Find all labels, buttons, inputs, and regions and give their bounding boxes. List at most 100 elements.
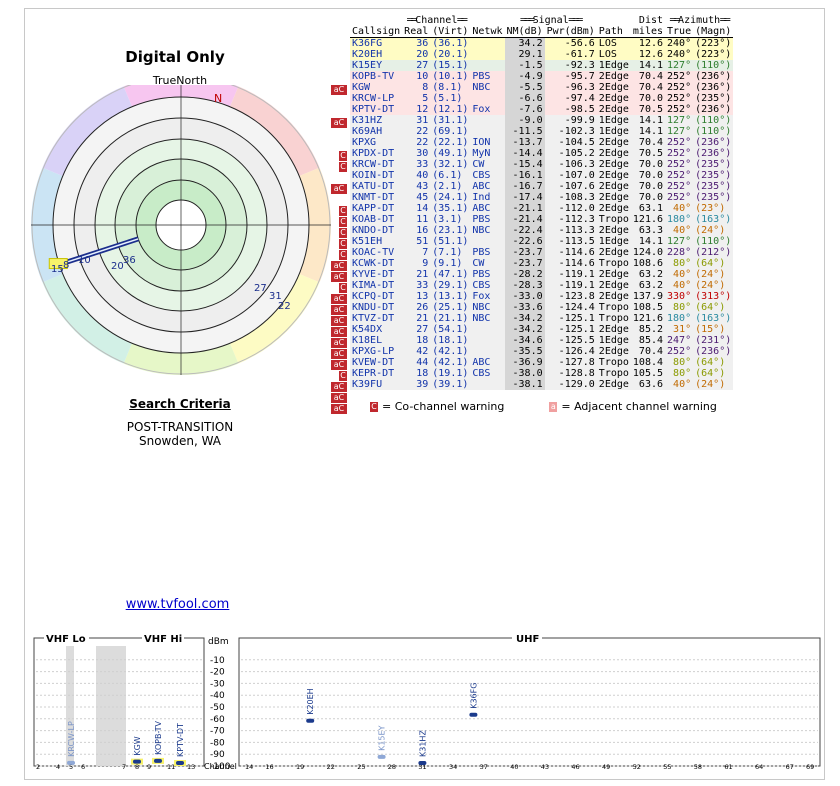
cell-az-magn: (110°) — [695, 115, 732, 126]
station-row[interactable]: K18EL 18 (18.1) -34.6 -125.5 1Edge 85.4 247° (23… — [350, 335, 734, 346]
station-row[interactable]: K36FG 36 (36.1) 34.2 -56.6 LOS 12.6 240° (223°) — [350, 37, 734, 49]
station-row[interactable]: K54DX 27 (54.1) -34.2 -125.1 2Edge 85.2 31° (15°… — [350, 324, 734, 335]
cell-az-magn: (15°) — [695, 324, 726, 335]
station-row[interactable]: K39FU 39 (39.1) -38.1 -129.0 2Edge 63.6 40° (24°… — [350, 379, 734, 390]
warning-legend: C = Co-channel warning a = Adjacent channe… — [370, 400, 717, 413]
cell-path: 1Edge — [598, 60, 629, 71]
station-row[interactable]: KCWK-DT 9 (9.1) CW -23.7 -114.6 Tropo 108.6 80°(… — [350, 258, 734, 269]
cell-nm: -33.0 — [504, 291, 545, 302]
tvfool-link[interactable]: www.tvfool.com — [125, 597, 230, 612]
station-row[interactable]: K15EY 27 (15.1) -1.5 -92.3 1Edge 14.1 127° (110°… — [350, 60, 734, 71]
cell-az-true: 252° — [667, 137, 692, 148]
station-row[interactable]: KGW 8 (8.1) NBC -5.5 -96.3 2Edge 70.4 252° (236°) — [350, 82, 734, 93]
station-row[interactable]: KAPP-DT 14 (35.1) ABC -21.1 -112.0 2Edge 63.1 40… — [350, 203, 734, 214]
col-virt: (Virt) — [432, 26, 469, 37]
station-row[interactable]: KPTV-DT 12 (12.1) Fox -7.6 -98.5 2Edge 70.5 252°… — [350, 104, 734, 115]
uhf-title-bg — [512, 633, 542, 645]
cell-pwr: -92.3 — [564, 60, 595, 71]
cell-virt: (29.1) — [432, 280, 469, 291]
uhf-x-tick: 61 — [724, 763, 732, 771]
cell-netwk — [470, 346, 504, 357]
station-row[interactable]: KTVZ-DT 21 (21.1) NBC -34.2 -125.1 Tropo 121.6 1… — [350, 313, 734, 324]
station-row[interactable]: K51EH 51 (51.1) -22.6 -113.5 1Edge 14.1 127° (11… — [350, 236, 734, 247]
station-row[interactable]: KOIN-DT 40 (6.1) CBS -16.1 -107.0 2Edge 70.0 252… — [350, 170, 734, 181]
cell-nm: -16.7 — [504, 181, 545, 192]
vhf-x-tick: 11 — [167, 763, 175, 771]
co-channel-icon: C — [370, 402, 378, 412]
cell-netwk: CBS — [472, 170, 491, 181]
station-row[interactable]: KPDX-DT 30 (49.1) MyN -14.4 -105.2 2Edge 70.5 25… — [350, 148, 734, 159]
cell-real: 30 — [416, 148, 429, 159]
cell-netwk — [470, 379, 504, 390]
station-row[interactable]: KPXG 22 (22.1) ION -13.7 -104.5 2Edge 70.4 252°(… — [350, 137, 734, 148]
cochannel-warning-icon: C — [339, 228, 347, 238]
cell-pwr: -107.0 — [558, 170, 595, 181]
cell-az-true: 252° — [667, 346, 692, 357]
cell-pwr: -99.9 — [564, 115, 595, 126]
cell-az-true: 80° — [673, 368, 692, 379]
station-row[interactable]: KATU-DT 43 (2.1) ABC -16.7 -107.6 2Edge 70.0 252… — [350, 181, 734, 192]
cell-nm: -38.1 — [504, 379, 545, 390]
cell-path: Tropo — [598, 258, 629, 269]
y-tick-label: -10 — [210, 656, 225, 666]
cell-dist: 70.4 — [638, 82, 664, 93]
station-row[interactable]: KVEW-DT 44 (42.1) ABC -36.9 -127.8 Tropo 108.4 8… — [350, 357, 734, 368]
station-row[interactable]: KNDO-DT 16 (23.1) NBC -22.4 -113.3 2Edge 63.3 40… — [350, 225, 734, 236]
vhf-hi-title: VHF Hi — [144, 634, 182, 645]
cell-dist: 70.4 — [638, 137, 664, 148]
station-row[interactable]: KOAC-TV 7 (7.1) PBS -23.7 -114.6 2Edge 124.0 228… — [350, 247, 734, 258]
cell-nm: -23.7 — [504, 258, 545, 269]
station-row[interactable]: KOPB-TV 10 (10.1) PBS -4.9 -95.7 2Edge 70.4 252°… — [350, 71, 734, 82]
y-tick-label: -30 — [210, 679, 225, 689]
cell-dist: 105.5 — [632, 368, 664, 379]
cell-az-magn: (235°) — [695, 159, 732, 170]
station-row[interactable]: KIMA-DT 33 (29.1) CBS -28.3 -119.1 2Edge 63.2 40… — [350, 280, 734, 291]
cell-callsign: KPTV-DT — [352, 104, 395, 115]
station-marker — [67, 760, 75, 765]
cell-virt: (36.1) — [432, 38, 469, 49]
cell-pwr: -119.1 — [558, 280, 595, 291]
cell-netwk: ABC — [472, 357, 491, 368]
cell-pwr: -107.6 — [558, 181, 595, 192]
station-row[interactable]: KRCW-LP 5 (5.1) -6.6 -97.4 2Edge 70.0 252° (235°… — [350, 93, 734, 104]
cell-callsign: KGW — [352, 82, 371, 93]
adjacent-cochannel-warning-icon: aC — [331, 382, 347, 392]
co-channel-legend-text: = Co-channel warning — [382, 400, 505, 413]
cell-pwr: -105.2 — [558, 148, 595, 159]
cell-path: Tropo — [598, 357, 629, 368]
station-row[interactable]: KNMT-DT 45 (24.1) Ind -17.4 -108.3 2Edge 70.0 25… — [350, 192, 734, 203]
cochannel-warning-icon: C — [339, 239, 347, 249]
cell-az-magn: (236°) — [695, 104, 732, 115]
station-row[interactable]: KRCW-DT 33 (32.1) CW -15.4 -106.3 2Edge 70.0 252… — [350, 159, 734, 170]
station-row[interactable]: K20EH 20 (20.1) 29.1 -61.7 LOS 12.6 240° (223°) — [350, 49, 734, 60]
cell-path: 2Edge — [598, 225, 629, 236]
cell-az-true: 180° — [667, 313, 692, 324]
cell-nm: -22.6 — [504, 236, 545, 247]
cell-dist: 70.0 — [638, 170, 664, 181]
cell-pwr: -127.8 — [558, 357, 595, 368]
station-row[interactable]: K69AH 22 (69.1) -11.5 -102.3 1Edge 14.1 127° (11… — [350, 126, 734, 137]
station-row[interactable]: KEPR-DT 18 (19.1) CBS -38.0 -128.8 Tropo 105.5 8… — [350, 368, 734, 379]
station-row[interactable]: KPXG-LP 42 (42.1) -35.5 -126.4 2Edge 70.4 252°(… — [350, 346, 734, 357]
cell-path: 2Edge — [598, 170, 629, 181]
cell-dist: 63.1 — [638, 203, 664, 214]
cell-virt: (24.1) — [432, 192, 469, 203]
station-row[interactable]: KYVE-DT 21 (47.1) PBS -28.2 -119.1 2Edge 63.2 40… — [350, 269, 734, 280]
cell-dist: 63.6 — [638, 379, 664, 390]
cell-pwr: -125.1 — [558, 313, 595, 324]
cell-netwk: ABC — [472, 203, 491, 214]
station-row[interactable]: K31HZ 31 (31.1) -9.0 -99.9 1Edge 14.1 127° (110°… — [350, 115, 734, 126]
station-row[interactable]: KNDU-DT 26 (25.1) NBC -33.6 -124.4 Tropo 108.5 8… — [350, 302, 734, 313]
cell-az-magn: (163°) — [695, 214, 732, 225]
station-row[interactable]: KOAB-DT 11 (3.1) PBS -21.4 -112.3 Tropo 121.6 18… — [350, 214, 734, 225]
cell-real: 14 — [416, 203, 429, 214]
station-row[interactable]: KCPQ-DT 13 (13.1) Fox -33.0 -123.8 2Edge 137.9 3… — [350, 291, 734, 302]
cell-virt: (49.1) — [432, 148, 469, 159]
cell-netwk — [470, 93, 504, 104]
cell-az-true: 40° — [673, 379, 692, 390]
cell-callsign: KTVZ-DT — [352, 313, 395, 324]
station-table-container: ══Channel══ ═══Signal═══ Dist ══Azimuth═… — [350, 15, 734, 390]
col-magn: (Magn) — [695, 26, 732, 37]
cell-pwr: -129.0 — [558, 379, 595, 390]
cell-netwk: CBS — [472, 280, 491, 291]
